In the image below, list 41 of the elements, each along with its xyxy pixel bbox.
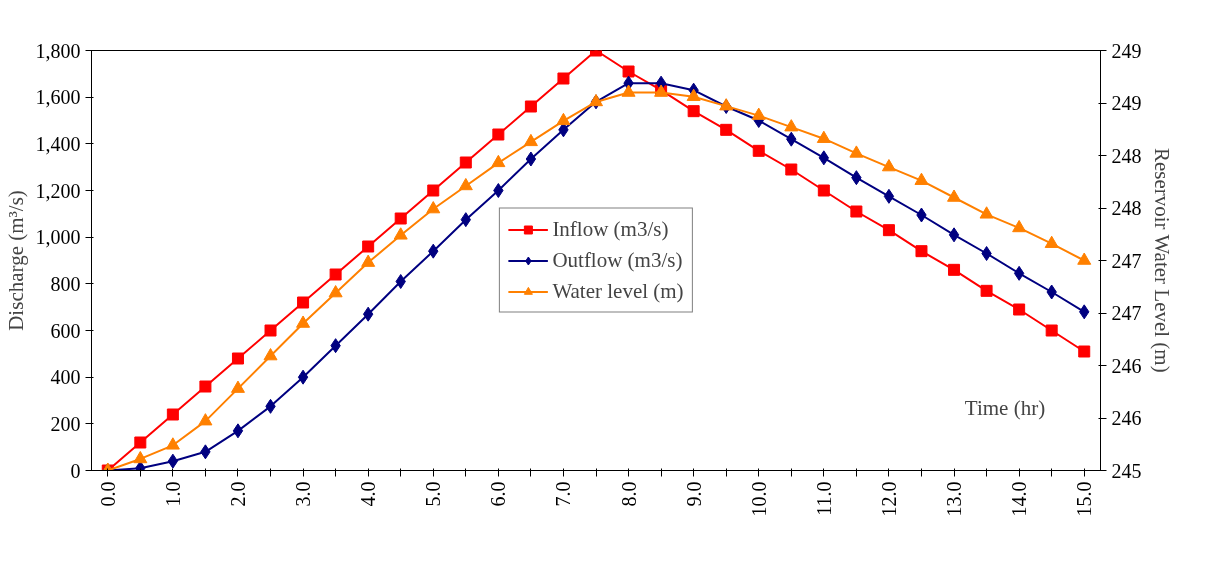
x-axis-title: Time (hr) [964, 396, 1046, 421]
y-tick-label: 1,000 [35, 226, 81, 249]
y-tick-label: 600 [50, 319, 81, 342]
x-tick-label: 15.0 [1073, 481, 1096, 517]
y-tick-label: 1,600 [35, 86, 81, 109]
x-tick-label: 5.0 [422, 481, 445, 507]
y-tick-label: 1,400 [35, 132, 81, 155]
y2-tick-label: 246 [1111, 354, 1142, 377]
x-tick-label: 11.0 [812, 481, 835, 516]
x-tick-label: 6.0 [487, 481, 510, 507]
x-tick-label: 8.0 [617, 481, 640, 507]
y2-tick-label: 246 [1111, 407, 1142, 429]
legend-label: Water level (m) [552, 278, 684, 304]
y-tick-label: 1,800 [35, 39, 81, 62]
y2-axis-title: Reservoir Water Level (m) [1149, 147, 1174, 373]
x-tick-label: 1.0 [161, 481, 184, 507]
y2-tick-label: 247 [1111, 302, 1142, 324]
x-tick-label: 2.0 [226, 481, 249, 507]
x-tick-label: 7.0 [552, 481, 575, 507]
legend-label: Inflow (m3/s) [552, 216, 669, 242]
x-tick-label: 10.0 [747, 481, 770, 517]
legend-label: Outflow (m3/s) [552, 247, 683, 273]
x-tick-label: 9.0 [682, 481, 705, 507]
x-tick-label: 13.0 [943, 481, 966, 517]
y-tick-label: 800 [50, 272, 81, 295]
y-tick-label: 1,200 [35, 179, 81, 202]
x-tick-label: 0.0 [96, 481, 119, 507]
y2-tick-label: 249 [1111, 39, 1142, 62]
y-tick-label: 0 [70, 459, 81, 482]
y2-tick-label: 248 [1111, 144, 1142, 167]
y2-tick-label: 247 [1111, 249, 1142, 272]
y2-tick-label: 248 [1111, 197, 1142, 219]
y-axis-title: Discharge (m³/s) [3, 190, 28, 331]
x-tick-label: 12.0 [877, 481, 900, 517]
y-tick-label: 200 [50, 412, 81, 435]
x-tick-label: 3.0 [292, 481, 315, 507]
x-tick-label: 4.0 [357, 481, 380, 507]
y-tick-label: 400 [50, 366, 81, 389]
y2-tick-label: 245 [1111, 459, 1142, 482]
x-tick-label: 14.0 [1008, 481, 1031, 517]
y2-tick-label: 249 [1111, 92, 1142, 114]
